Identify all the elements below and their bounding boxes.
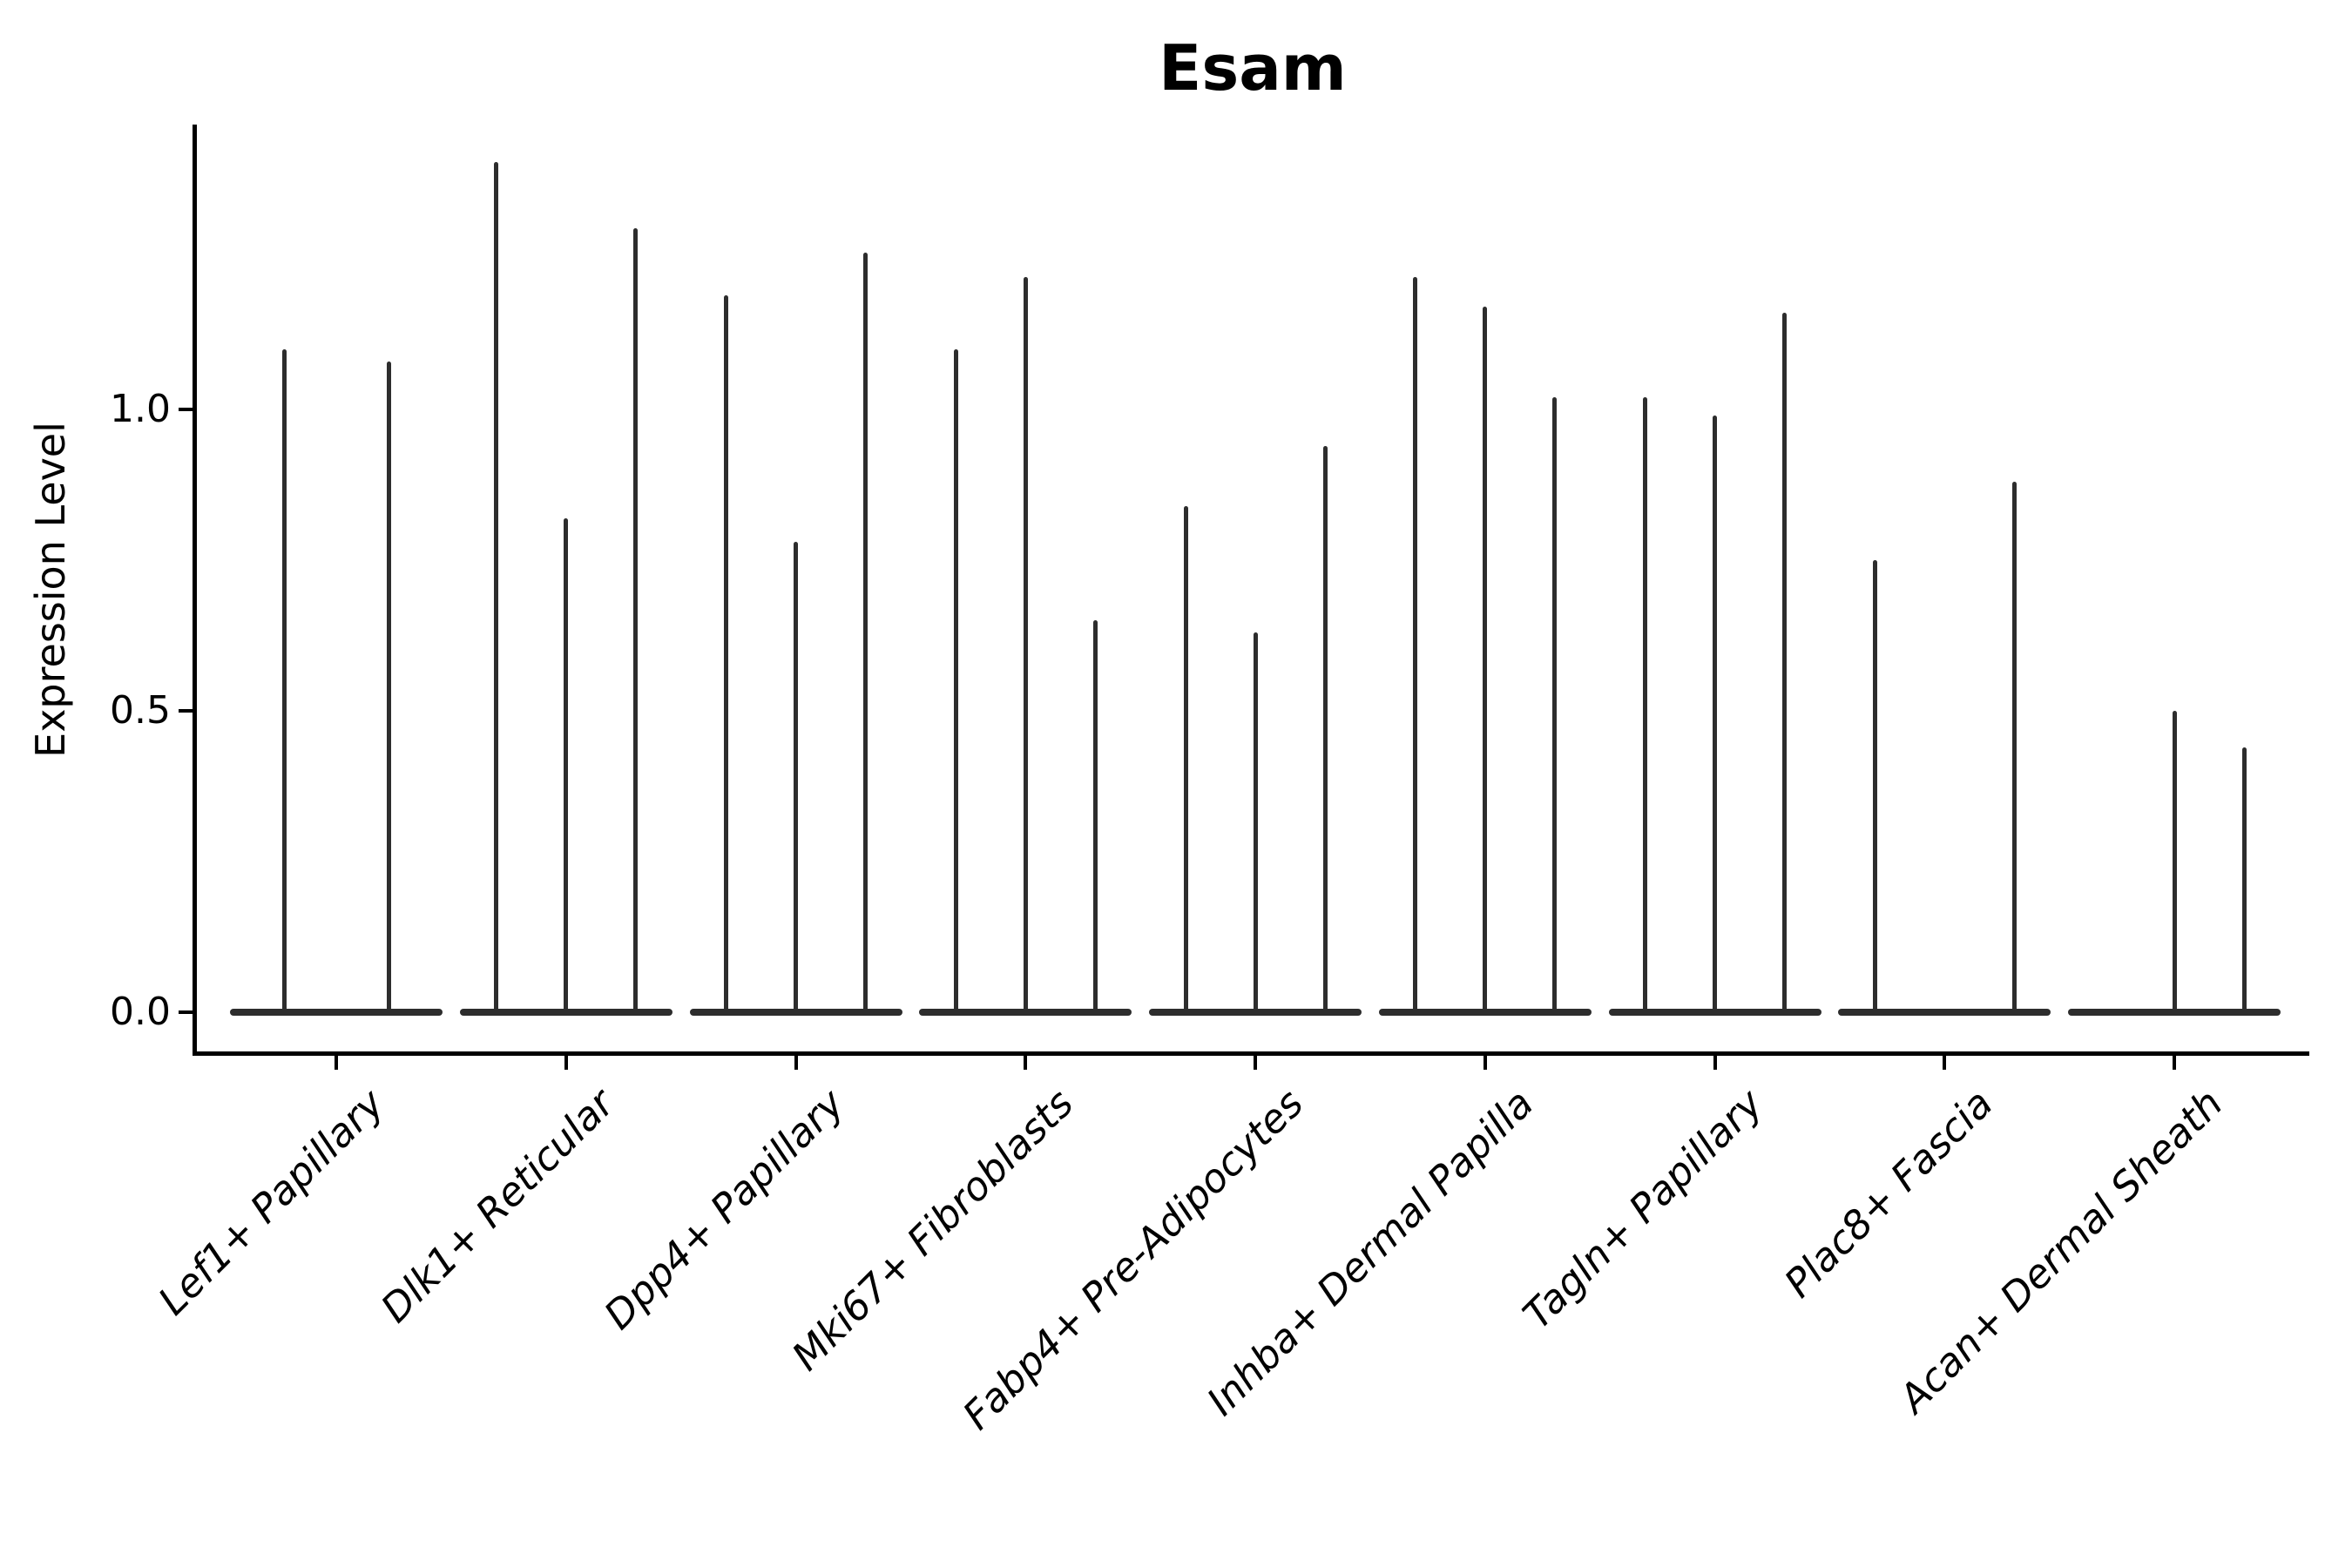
x-tick-label: Lef1+ Papillary (149, 1080, 394, 1324)
violin-spike (1872, 560, 1877, 1014)
violin-spike (2241, 747, 2247, 1014)
x-axis-spine (193, 1051, 2309, 1056)
y-tick-mark (179, 408, 193, 411)
violin-spike (1322, 445, 1328, 1014)
violin-spike (281, 348, 287, 1014)
violin-spike (1023, 276, 1028, 1014)
violin-spike (494, 162, 499, 1014)
x-tick-mark (1024, 1056, 1028, 1070)
x-tick-mark (1713, 1056, 1717, 1070)
violin-spike (1713, 415, 1717, 1014)
violin-spike (1483, 307, 1488, 1014)
violin-spike (1092, 620, 1098, 1014)
y-tick-mark (179, 1010, 193, 1014)
x-tick-label: Plac8+ Fascia (1774, 1080, 2002, 1307)
violin-spike (633, 228, 639, 1014)
y-axis-spine (193, 125, 197, 1056)
violin-spike (953, 348, 958, 1014)
violin-spike (564, 517, 569, 1014)
x-tick-label: Dlk1+ Reticular (371, 1080, 624, 1332)
violin-zero-base (1838, 1009, 2051, 1016)
violin-spike (386, 361, 391, 1014)
violin-spike (2172, 711, 2177, 1014)
x-tick-mark (564, 1056, 568, 1070)
violin-spike (1253, 632, 1258, 1014)
y-tick-label: 1.0 (110, 387, 171, 431)
violin-spike (2011, 482, 2017, 1014)
violin-spike (1552, 397, 1558, 1014)
violin-spike (794, 542, 798, 1014)
y-tick-label: 0.5 (110, 688, 171, 733)
y-tick-mark (179, 709, 193, 713)
x-tick-mark (335, 1056, 338, 1070)
y-tick-label: 0.0 (110, 990, 171, 1034)
x-tick-label: Tagln+ Papillary (1514, 1080, 1772, 1338)
violin-spike (1413, 276, 1418, 1014)
violin-spike (1643, 397, 1647, 1014)
violin-zero-base (230, 1009, 443, 1016)
x-tick-mark (1483, 1056, 1487, 1070)
violin-spike (1183, 505, 1188, 1014)
x-tick-mark (1254, 1056, 1257, 1070)
violin-spike (724, 294, 728, 1014)
x-tick-label: Dpp4+ Papillary (594, 1080, 853, 1339)
violin-spike (1782, 313, 1787, 1014)
chart-title: Esam (1159, 31, 1347, 105)
x-tick-mark (794, 1056, 798, 1070)
x-tick-mark (2173, 1056, 2176, 1070)
violin-spike (863, 253, 868, 1014)
x-tick-mark (1943, 1056, 1947, 1070)
